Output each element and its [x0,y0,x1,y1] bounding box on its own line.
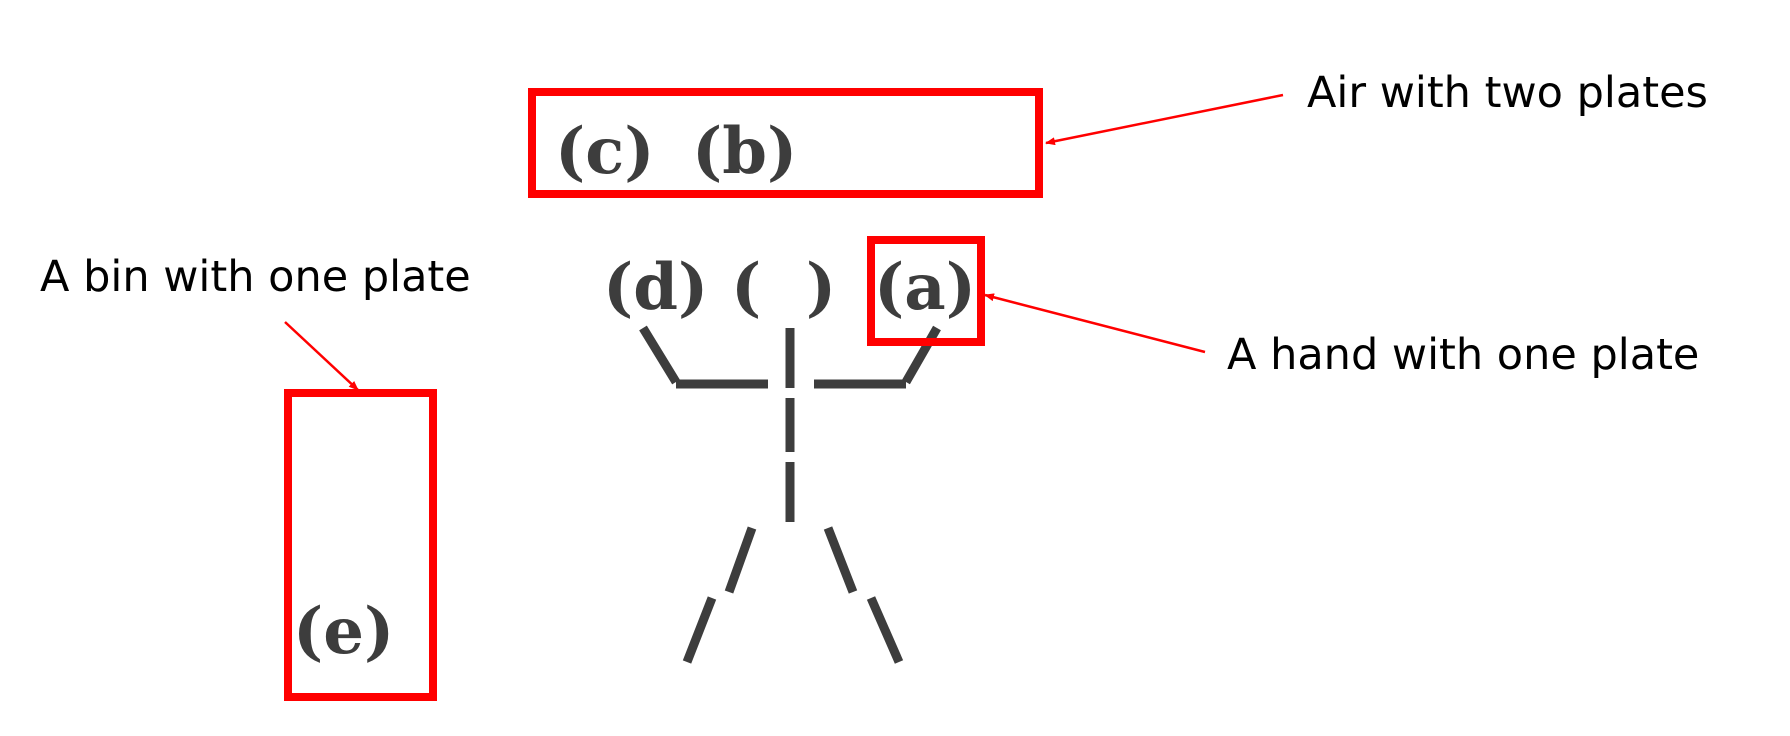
right-shin-line [866,596,904,664]
bin-callout: A bin with one plate [40,252,471,302]
plate-c-label: (c) [555,114,655,189]
right-arm-line [902,325,941,385]
air-box [528,88,1043,198]
bin-box [284,389,437,701]
air-callout: Air with two plates [1307,68,1708,118]
plate-a-label: (a) [874,250,977,325]
plate-b-label: (b) [692,114,798,189]
left-shin-line [682,596,717,664]
stick-figure [639,325,941,664]
plate-empty-label: ( ) [731,250,837,325]
air-arrow [1045,93,1284,146]
plate-d-label: (d) [603,250,709,325]
left-arm-line [639,325,680,385]
hand-arrow [984,293,1206,354]
right-thigh-line [823,526,858,594]
left-thigh-line [724,526,757,594]
bin-arrow [284,321,359,391]
arrows [284,93,1284,391]
hand-callout: A hand with one plate [1227,330,1700,380]
plate-e-label: (e) [293,594,395,669]
hand-box [867,236,985,346]
